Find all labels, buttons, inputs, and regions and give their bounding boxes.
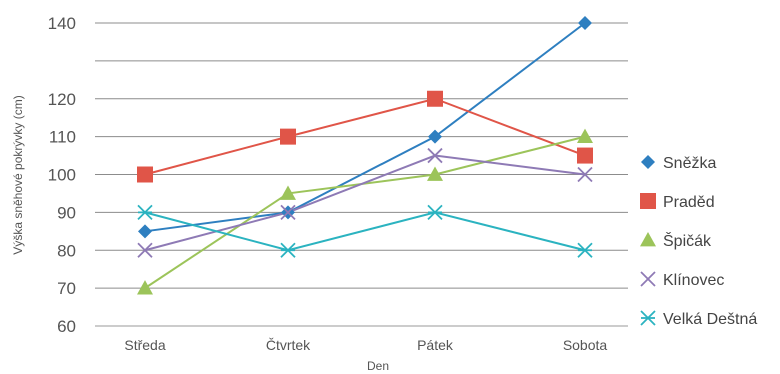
- legend-marker: [641, 155, 655, 169]
- legend-label: Klínovec: [663, 272, 724, 289]
- series-line-4: [144, 211, 586, 252]
- series-line-0: [144, 22, 586, 233]
- y-tick-label: 140: [48, 14, 76, 33]
- legend-label: Špičák: [663, 231, 712, 250]
- legend: Sněžka Praděd Špičák Klínovec Velká Deštná: [640, 155, 757, 328]
- data-point: [280, 242, 296, 258]
- legend-label: Velká Deštná: [663, 311, 757, 328]
- y-axis-label: Výška sněhové pokrývky (cm): [11, 95, 25, 254]
- data-point: [280, 185, 296, 200]
- data-point: [577, 242, 593, 258]
- x-tick-label: Čtvrtek: [266, 337, 311, 353]
- data-point: [137, 166, 153, 183]
- data-point: [137, 280, 153, 295]
- y-tick-label: 120: [48, 90, 76, 109]
- legend-marker: [640, 193, 656, 209]
- series-lines: [137, 16, 593, 295]
- data-point: [427, 90, 443, 107]
- legend-marker: [640, 310, 656, 326]
- data-point: [138, 224, 152, 239]
- data-point: [137, 242, 153, 258]
- x-tick-label: Pátek: [417, 337, 454, 353]
- y-tick-label: 100: [48, 166, 76, 185]
- data-point: [577, 128, 593, 144]
- y-tick-label: 110: [49, 128, 76, 147]
- data-point: [427, 147, 443, 164]
- x-axis-label: Den: [367, 359, 389, 373]
- y-tick-label: 90: [57, 203, 76, 222]
- data-point: [428, 129, 442, 144]
- data-point: [577, 147, 593, 164]
- series-line-3: [144, 154, 586, 252]
- y-tick-label: 60: [57, 317, 76, 336]
- x-tick-label: Sobota: [563, 337, 608, 353]
- data-point: [577, 166, 593, 183]
- legend-label: Sněžka: [663, 155, 716, 172]
- legend-marker: [640, 232, 656, 247]
- legend-label: Praděd: [663, 194, 715, 211]
- x-axis-ticks: Středa Čtvrtek Pátek Sobota: [124, 337, 607, 353]
- y-axis-ticks: 60 70 80 90 100 110 120 140: [48, 14, 76, 336]
- data-point: [137, 204, 153, 221]
- series-line-1: [144, 97, 586, 176]
- x-tick-label: Středa: [124, 337, 165, 353]
- legend-marker: [640, 271, 656, 287]
- data-point: [578, 16, 592, 30]
- data-point: [427, 204, 443, 221]
- data-point: [280, 128, 296, 145]
- data-point: [280, 204, 296, 221]
- data-point: [427, 166, 443, 181]
- y-tick-label: 80: [57, 241, 76, 260]
- y-tick-label: 70: [57, 279, 76, 298]
